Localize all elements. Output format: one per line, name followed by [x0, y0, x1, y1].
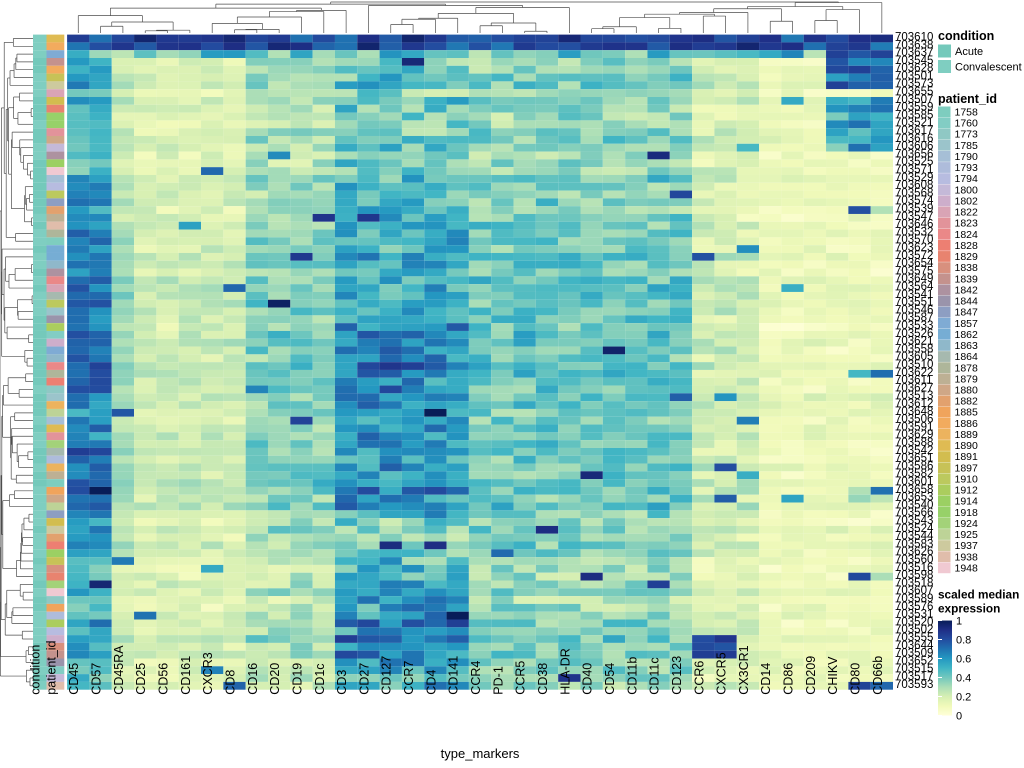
svg-text:CD11b: CD11b [625, 657, 639, 695]
svg-text:CX3CR1: CX3CR1 [737, 645, 751, 694]
svg-text:CD209: CD209 [804, 656, 818, 695]
svg-text:CD8: CD8 [224, 670, 238, 695]
svg-text:703593: 703593 [895, 679, 933, 691]
svg-text:patient_id: patient_id [938, 92, 997, 106]
svg-text:CD45: CD45 [67, 663, 81, 695]
svg-text:CCR7: CCR7 [402, 661, 416, 695]
svg-text:scaled median: scaled median [938, 588, 1019, 602]
svg-text:CD38: CD38 [536, 663, 550, 695]
svg-text:CD11c: CD11c [648, 657, 662, 694]
svg-text:condition: condition [938, 29, 994, 43]
svg-text:CD3: CD3 [335, 670, 349, 695]
svg-text:CD54: CD54 [603, 663, 617, 695]
svg-text:CD66b: CD66b [871, 656, 885, 695]
svg-text:CCR6: CCR6 [692, 661, 706, 695]
svg-text:CD27: CD27 [357, 663, 371, 695]
svg-text:CD80: CD80 [849, 663, 863, 695]
svg-text:CD40: CD40 [581, 663, 595, 695]
svg-text:CD86: CD86 [782, 663, 796, 695]
svg-text:HLA-DR: HLA-DR [558, 648, 572, 695]
svg-text:CD56: CD56 [157, 663, 171, 695]
svg-text:type_markers: type_markers [441, 746, 520, 761]
svg-text:CD16: CD16 [246, 663, 260, 695]
svg-text:CXCR3: CXCR3 [201, 652, 215, 694]
svg-text:CHIKV: CHIKV [826, 656, 840, 695]
svg-text:CD45RA: CD45RA [112, 645, 126, 695]
svg-text:CXCR5: CXCR5 [715, 652, 729, 694]
svg-text:0.6: 0.6 [956, 654, 971, 666]
svg-text:CD123: CD123 [670, 656, 684, 695]
svg-text:Convalescent: Convalescent [955, 62, 1022, 74]
svg-text:PD-1: PD-1 [491, 666, 505, 695]
svg-text:0.4: 0.4 [956, 673, 971, 685]
svg-text:CD20: CD20 [268, 663, 282, 695]
svg-text:1948: 1948 [955, 562, 979, 574]
svg-text:0: 0 [956, 711, 962, 723]
svg-text:0.2: 0.2 [956, 692, 971, 704]
svg-text:0.8: 0.8 [956, 635, 971, 647]
svg-text:CD57: CD57 [90, 663, 104, 695]
svg-text:CD141: CD141 [447, 656, 461, 695]
svg-text:patient_id: patient_id [44, 640, 58, 694]
svg-text:Acute: Acute [955, 46, 983, 58]
svg-text:CCR4: CCR4 [469, 661, 483, 695]
svg-text:CD1c: CD1c [313, 663, 327, 694]
svg-text:CCR5: CCR5 [514, 661, 528, 695]
svg-text:CD161: CD161 [179, 656, 193, 695]
svg-text:condition: condition [29, 645, 43, 695]
svg-text:CD127: CD127 [380, 656, 394, 695]
svg-text:CD14: CD14 [759, 663, 773, 695]
svg-text:expression: expression [938, 602, 1000, 616]
svg-text:CD19: CD19 [290, 663, 304, 695]
svg-text:CD25: CD25 [134, 663, 148, 695]
svg-text:1: 1 [956, 616, 962, 628]
svg-text:CD4: CD4 [424, 670, 438, 695]
